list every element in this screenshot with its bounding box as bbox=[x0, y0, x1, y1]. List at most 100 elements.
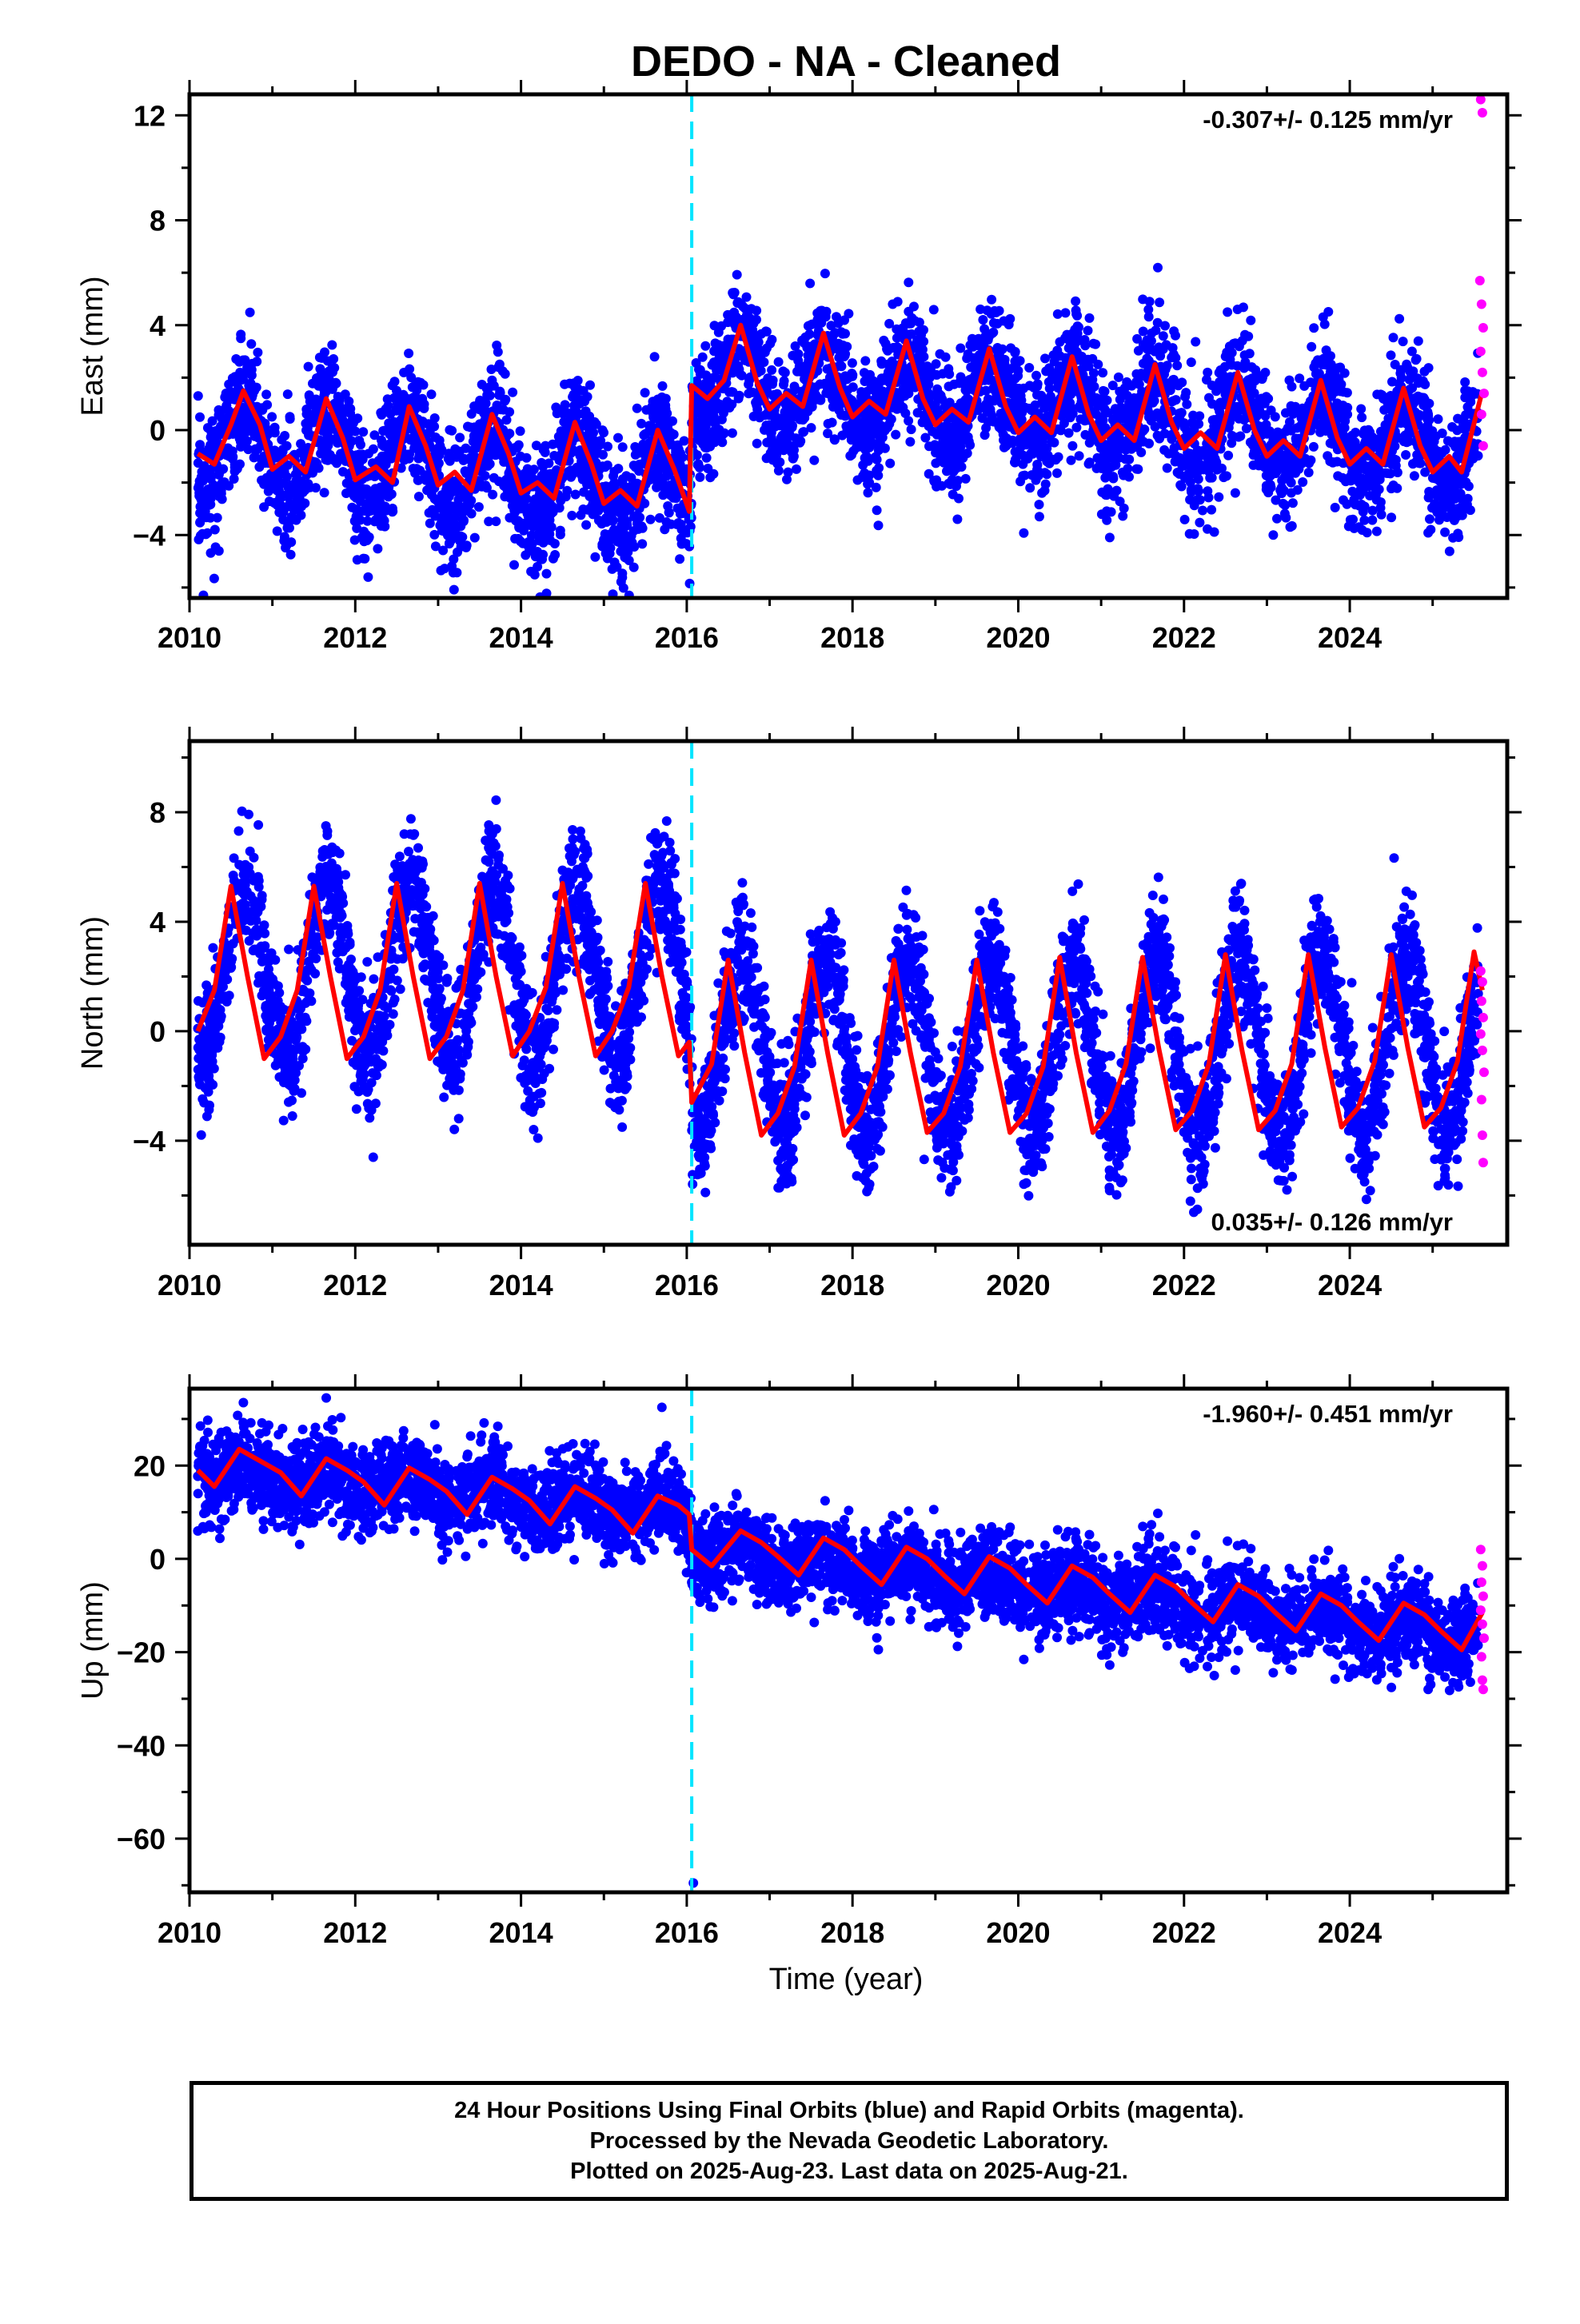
final-orbit-point bbox=[608, 516, 618, 525]
final-orbit-point bbox=[858, 472, 868, 482]
final-orbit-point bbox=[619, 584, 628, 593]
final-orbit-point bbox=[524, 516, 533, 526]
final-orbit-point bbox=[352, 524, 361, 533]
final-orbit-point bbox=[1118, 468, 1127, 477]
final-orbit-point bbox=[1434, 414, 1443, 424]
final-orbit-point bbox=[452, 568, 461, 577]
final-orbit-point bbox=[660, 404, 669, 413]
final-orbit-point bbox=[209, 574, 219, 584]
y-axis-label: East (mm) bbox=[76, 276, 110, 416]
final-orbit-point bbox=[1407, 383, 1417, 393]
final-orbit-point bbox=[866, 420, 876, 429]
final-orbit-point bbox=[514, 522, 524, 532]
final-orbit-point bbox=[1443, 502, 1453, 512]
final-orbit-point bbox=[608, 564, 617, 574]
final-orbit-point bbox=[1172, 361, 1182, 370]
final-orbit-point bbox=[1052, 468, 1062, 478]
final-orbit-point bbox=[484, 516, 493, 526]
final-orbit-point bbox=[1136, 436, 1146, 446]
final-orbit-point bbox=[605, 544, 615, 553]
final-orbit-point bbox=[1404, 436, 1414, 446]
final-orbit-point bbox=[1035, 512, 1044, 521]
final-orbit-point bbox=[1155, 297, 1164, 307]
final-orbit-point bbox=[280, 431, 289, 440]
final-orbit-point bbox=[1331, 503, 1340, 512]
final-orbit-point bbox=[566, 409, 576, 418]
final-orbit-point bbox=[1282, 469, 1291, 479]
final-orbit-point bbox=[388, 504, 397, 513]
final-orbit-point bbox=[1424, 487, 1434, 496]
final-orbit-point bbox=[930, 440, 940, 449]
final-orbit-point bbox=[1103, 396, 1112, 405]
final-orbit-point bbox=[1306, 456, 1315, 465]
final-orbit-point bbox=[1142, 354, 1151, 364]
final-orbit-point bbox=[414, 492, 424, 501]
final-orbit-point bbox=[196, 502, 205, 512]
final-orbit-point bbox=[449, 585, 459, 595]
final-orbit-point bbox=[1453, 528, 1462, 538]
final-orbit-point bbox=[538, 550, 548, 560]
y-tick-label: −4 bbox=[133, 519, 166, 552]
final-orbit-point bbox=[1233, 305, 1243, 314]
final-orbit-point bbox=[1426, 525, 1435, 535]
final-orbit-point bbox=[672, 493, 681, 503]
final-orbit-point bbox=[349, 492, 359, 501]
final-orbit-point bbox=[245, 308, 255, 317]
final-orbit-point bbox=[550, 539, 560, 548]
final-orbit-point bbox=[581, 476, 591, 485]
final-orbit-point bbox=[427, 485, 437, 495]
final-orbit-point bbox=[455, 433, 465, 442]
final-orbit-point bbox=[1268, 530, 1278, 540]
final-orbit-point bbox=[259, 502, 269, 512]
final-orbit-point bbox=[1171, 395, 1181, 405]
final-orbit-point bbox=[732, 313, 741, 322]
final-orbit-point bbox=[1160, 321, 1170, 331]
final-orbit-point bbox=[544, 459, 553, 468]
x-tick-label: 2012 bbox=[323, 621, 387, 654]
final-orbit-point bbox=[590, 417, 600, 427]
final-orbit-point bbox=[1089, 339, 1099, 349]
final-orbit-point bbox=[1139, 327, 1148, 337]
final-orbit-point bbox=[955, 378, 964, 388]
final-orbit-point bbox=[430, 512, 440, 521]
final-orbit-point bbox=[1036, 442, 1046, 452]
final-orbit-point bbox=[305, 392, 314, 401]
final-orbit-point bbox=[1447, 422, 1457, 432]
final-orbit-point bbox=[320, 488, 329, 497]
x-tick-label: 2014 bbox=[489, 621, 553, 654]
final-orbit-point bbox=[389, 393, 399, 403]
final-orbit-point bbox=[968, 334, 977, 344]
final-orbit-point bbox=[1163, 464, 1172, 473]
final-orbit-point bbox=[640, 388, 650, 397]
final-orbit-point bbox=[989, 318, 999, 328]
x-tick-label: 2016 bbox=[655, 621, 719, 654]
final-orbit-point bbox=[558, 430, 568, 440]
final-orbit-point bbox=[1040, 353, 1050, 363]
final-orbit-point bbox=[646, 515, 656, 524]
final-orbit-point bbox=[1105, 532, 1115, 542]
final-orbit-point bbox=[533, 506, 543, 516]
final-orbit-point bbox=[1143, 305, 1153, 314]
final-orbit-point bbox=[1026, 450, 1035, 460]
final-orbit-point bbox=[369, 444, 378, 454]
final-orbit-point bbox=[782, 475, 792, 484]
plot-area bbox=[194, 94, 1489, 607]
final-orbit-point bbox=[1468, 387, 1478, 397]
final-orbit-point bbox=[1270, 456, 1279, 466]
final-orbit-point bbox=[809, 456, 819, 465]
final-orbit-point bbox=[321, 385, 330, 394]
final-orbit-point bbox=[1223, 307, 1232, 317]
final-orbit-point bbox=[1340, 404, 1350, 413]
final-orbit-point bbox=[910, 316, 920, 325]
final-orbit-point bbox=[1363, 462, 1373, 472]
final-orbit-point bbox=[1005, 314, 1015, 324]
final-orbit-point bbox=[230, 460, 240, 469]
y-tick-label: 8 bbox=[150, 205, 166, 237]
final-orbit-point bbox=[932, 430, 942, 440]
final-orbit-point bbox=[327, 341, 337, 350]
final-orbit-point bbox=[524, 537, 533, 547]
final-orbit-point bbox=[581, 406, 591, 416]
final-orbit-point bbox=[305, 483, 315, 492]
final-orbit-point bbox=[884, 319, 894, 329]
final-orbit-point bbox=[1067, 456, 1076, 465]
